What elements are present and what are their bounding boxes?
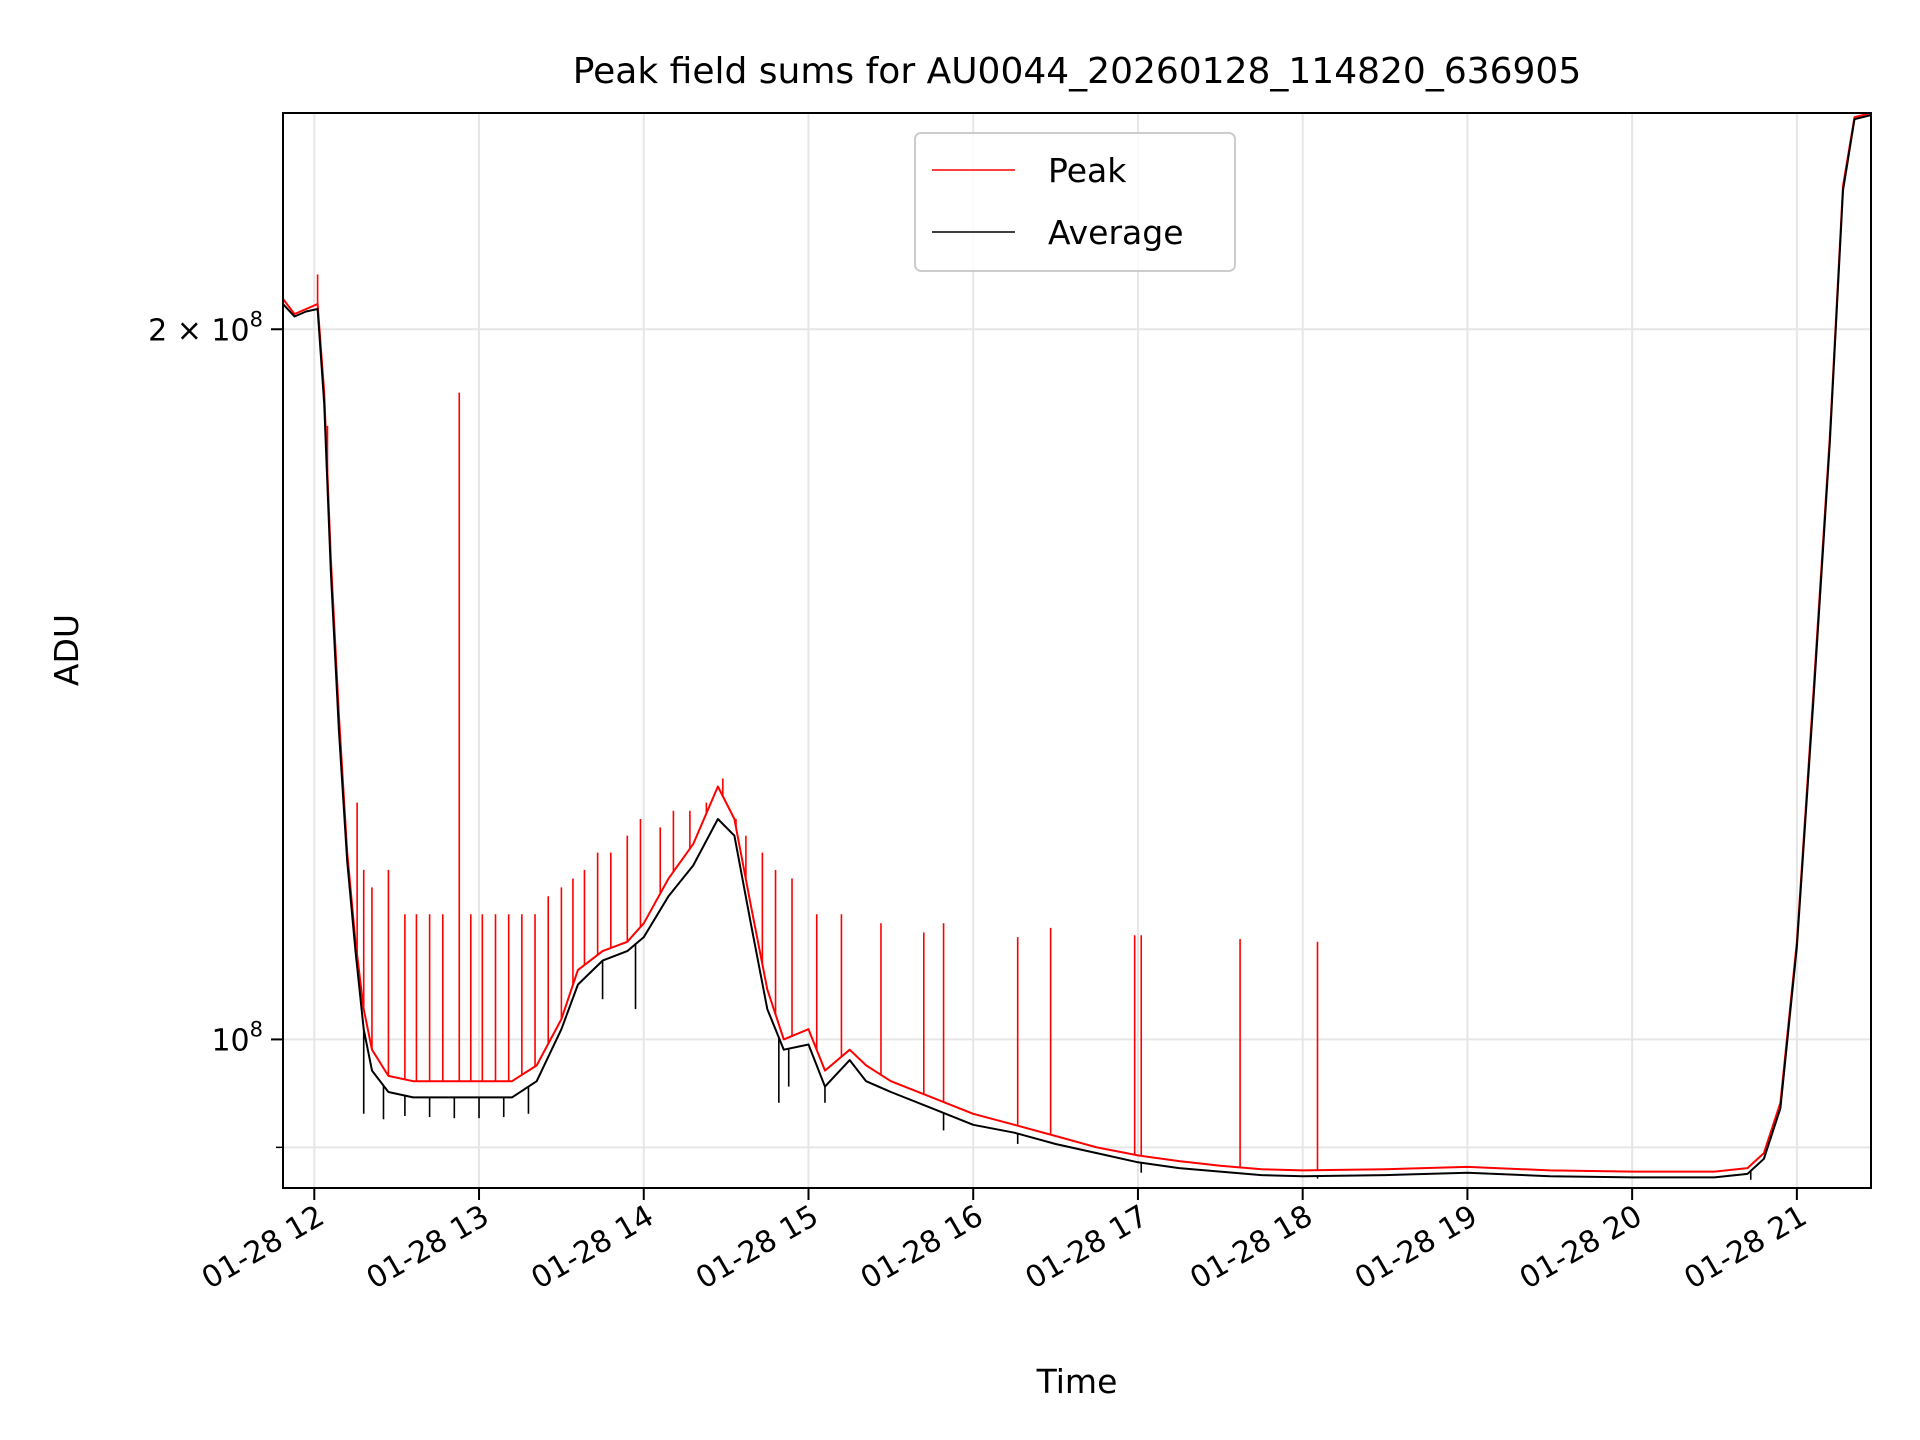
- x-axis-label: Time: [1036, 1362, 1118, 1401]
- chart-title: Peak field sums for AU0044_20260128_1148…: [573, 51, 1582, 92]
- plot-frame: [282, 112, 1872, 1189]
- peak-series-line: [283, 113, 1871, 1173]
- grid: [283, 113, 1871, 1188]
- legend-average-label: Average: [1048, 213, 1184, 252]
- legend: Peak Average: [914, 132, 1236, 272]
- series-layer: [283, 113, 1871, 1180]
- average-series-line: [283, 114, 1871, 1179]
- y-axis-label: ADU: [47, 614, 86, 686]
- y-tick-label-1: 2 × 108: [148, 307, 263, 348]
- legend-peak-label: Peak: [1048, 151, 1127, 190]
- legend-box: [914, 132, 1236, 272]
